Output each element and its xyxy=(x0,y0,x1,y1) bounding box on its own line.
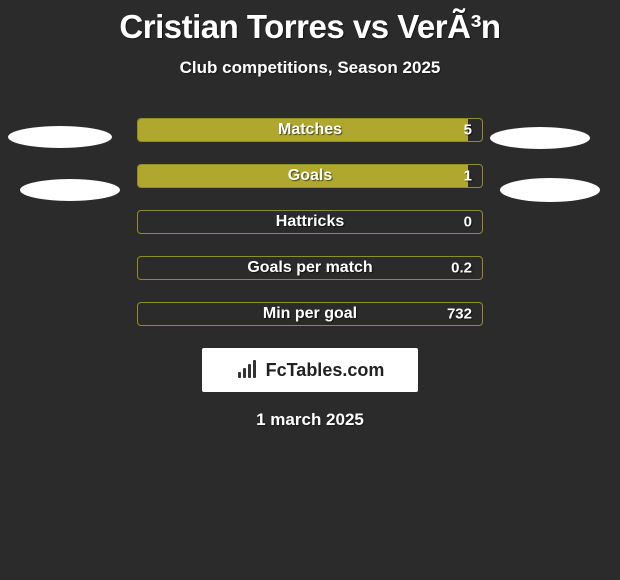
date-label: 1 march 2025 xyxy=(0,410,620,430)
stat-bar-value: 5 xyxy=(464,122,472,139)
stat-bar: Goals per match 0.2 xyxy=(137,256,483,280)
subtitle: Club competitions, Season 2025 xyxy=(0,58,620,78)
player-marker xyxy=(500,178,600,202)
stat-bar-value: 0.2 xyxy=(451,260,472,277)
stat-bar-label: Goals xyxy=(288,167,332,185)
comparison-area: Matches 5 Goals 1 Hattricks 0 Goals per match 0… xyxy=(0,118,620,326)
stat-bar-label: Goals per match xyxy=(247,259,372,277)
stat-bar-label: Hattricks xyxy=(276,213,344,231)
player-marker xyxy=(490,127,590,149)
bars-icon xyxy=(236,360,260,380)
stat-bar-label: Min per goal xyxy=(263,305,357,323)
stat-bar-value: 1 xyxy=(464,168,472,185)
stat-bar-value: 0 xyxy=(464,214,472,231)
stat-bars: Matches 5 Goals 1 Hattricks 0 Goals per match 0… xyxy=(0,118,620,326)
player-marker xyxy=(8,126,112,148)
logo-text: FcTables.com xyxy=(266,360,385,381)
player-marker xyxy=(20,179,120,201)
stat-bar-label: Matches xyxy=(278,121,342,139)
stat-bar: Matches 5 xyxy=(137,118,483,142)
page-title: Cristian Torres vs VerÃ³n xyxy=(0,0,620,46)
stat-bar: Min per goal 732 xyxy=(137,302,483,326)
logo-box: FcTables.com xyxy=(202,348,418,392)
stat-bar: Goals 1 xyxy=(137,164,483,188)
stat-bar-value: 732 xyxy=(447,306,472,323)
stat-bar: Hattricks 0 xyxy=(137,210,483,234)
